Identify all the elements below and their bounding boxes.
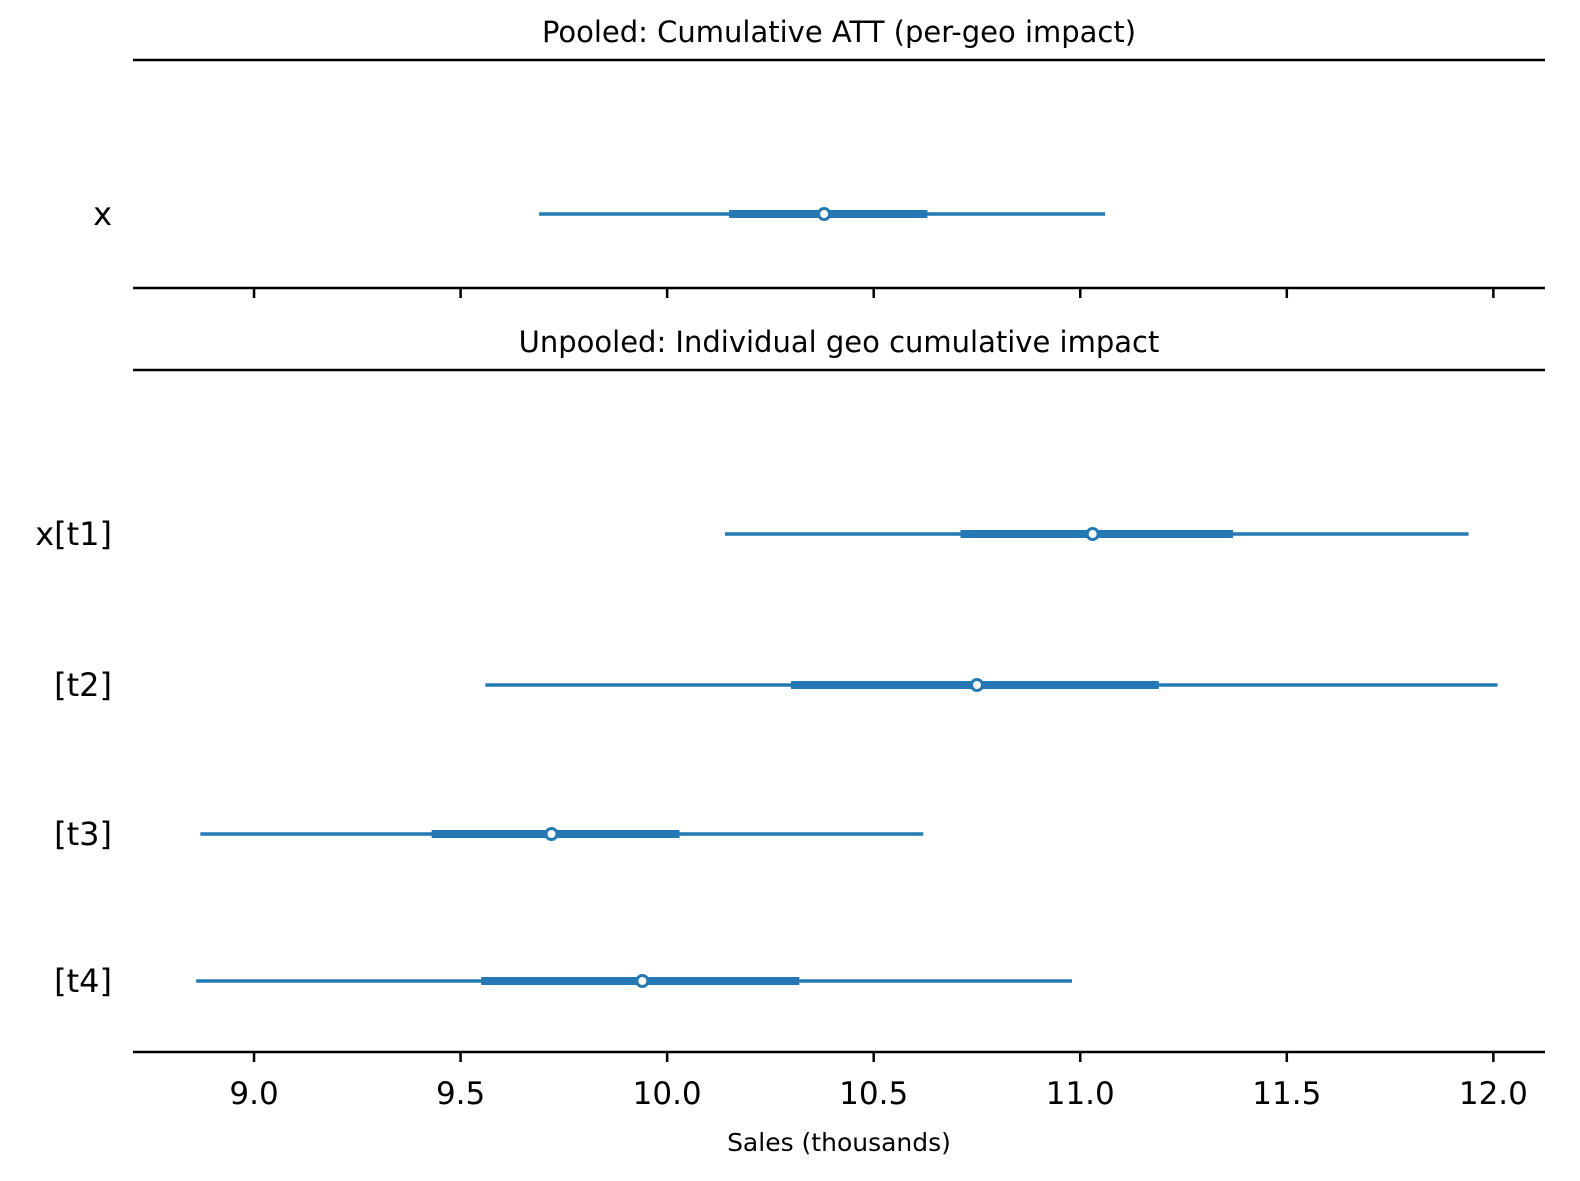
row-label: [t2]	[54, 666, 112, 704]
median-marker	[969, 678, 984, 692]
median-marker	[635, 974, 650, 988]
pooled-panel-title: Pooled: Cumulative ATT (per-geo impact)	[541, 15, 1137, 49]
row-label: x	[93, 195, 112, 233]
unpooled-panel-title: Unpooled: Individual geo cumulative impa…	[518, 325, 1160, 359]
median-marker	[1085, 527, 1100, 541]
x-tick-label: 10.5	[839, 1076, 909, 1112]
x-tick-label: 10.0	[632, 1076, 702, 1112]
x-tick-label: 11.5	[1252, 1076, 1322, 1112]
x-axis-label: Sales (thousands)	[727, 1128, 951, 1157]
median-marker	[544, 827, 559, 841]
x-tick-label: 9.0	[229, 1076, 279, 1112]
row-label: [t4]	[54, 962, 112, 1000]
median-marker	[817, 207, 832, 221]
x-tick-label: 12.0	[1458, 1076, 1528, 1112]
x-tick-label: 11.0	[1045, 1076, 1115, 1112]
row-label: [t3]	[54, 815, 112, 853]
x-tick-label: 9.5	[435, 1076, 486, 1112]
row-label: x[t1]	[35, 515, 112, 553]
